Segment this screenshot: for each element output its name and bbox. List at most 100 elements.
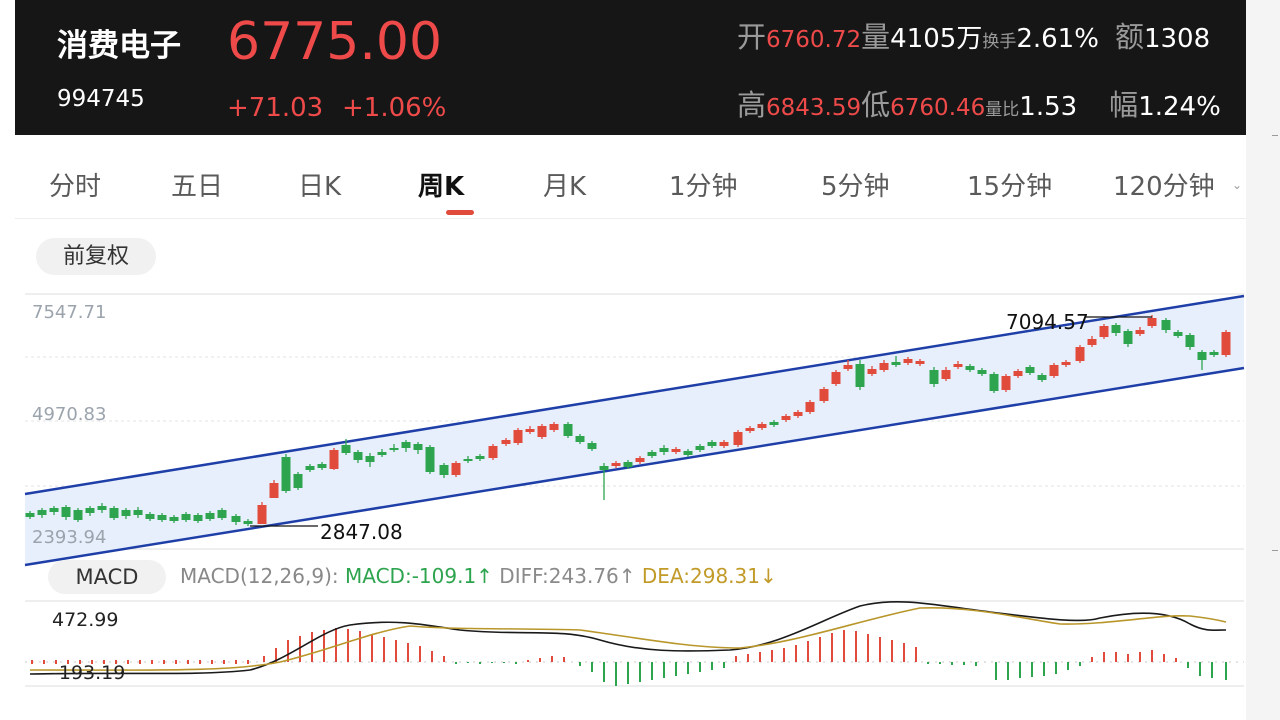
candle-down	[121, 508, 131, 519]
tab-monthly-k[interactable]: 月K	[543, 172, 587, 202]
candle-body	[37, 510, 47, 515]
macd-hist-bar	[831, 633, 833, 662]
macd-hist-bar	[443, 656, 445, 662]
macd-hist-bar	[55, 660, 57, 664]
tab-intraday[interactable]: 分时	[49, 172, 102, 202]
channel-lower-line	[24, 366, 1245, 567]
candle-body	[683, 451, 693, 455]
macd-hist-bar	[1151, 650, 1153, 662]
macd-hist-bar	[127, 660, 129, 664]
candle-down	[1161, 318, 1171, 333]
candle-down	[475, 454, 485, 461]
macd-hist-bar	[995, 662, 997, 680]
candle-down	[169, 515, 179, 523]
candle-down	[61, 505, 71, 520]
right-edge-panel	[1246, 0, 1280, 720]
macd-hist-bar	[151, 660, 153, 664]
candle-body	[389, 448, 399, 450]
candle-body	[757, 424, 767, 428]
candle-body	[903, 359, 913, 363]
macd-hist-bar	[347, 629, 349, 662]
macd-hist-bar	[975, 662, 977, 666]
candle-up	[513, 428, 523, 445]
candle-body	[365, 456, 375, 462]
candle-body	[181, 514, 191, 520]
macd-hist-bar	[1031, 662, 1033, 677]
candle-down	[1173, 330, 1183, 338]
tab-weekly-k[interactable]: 周K	[418, 172, 465, 202]
macd-hist-bar	[783, 648, 785, 662]
candle-body	[587, 443, 597, 449]
candle-down	[243, 519, 253, 526]
candle-down	[365, 453, 375, 467]
candle-body	[563, 424, 573, 436]
tab-120-minute[interactable]: 120分钟	[1113, 172, 1215, 202]
y-label-mid: 4970.83	[32, 404, 107, 425]
macd-hist-bar	[371, 634, 373, 662]
macd-hist-bar	[235, 660, 237, 664]
macd-hist-bar	[527, 660, 529, 662]
turnover-value: 2.61%	[1016, 24, 1099, 54]
macd-hist-bar	[211, 660, 213, 664]
macd-hist-bar	[419, 646, 421, 662]
candle-up	[488, 444, 498, 460]
macd-hist-bar	[699, 662, 701, 672]
candle-down	[1209, 350, 1219, 357]
candle-body	[805, 402, 815, 412]
candle-down	[769, 420, 779, 427]
tab-daily-k[interactable]: 日K	[298, 172, 342, 202]
tab-15-minute[interactable]: 15分钟	[967, 172, 1053, 202]
candle-down	[855, 360, 865, 390]
candle-body	[879, 363, 889, 370]
candle-body	[257, 505, 267, 524]
candle-down	[929, 367, 939, 387]
candle-body	[425, 447, 435, 472]
candle-body	[1147, 318, 1157, 326]
candle-down	[157, 513, 167, 522]
adjust-button[interactable]: 前复权	[36, 238, 156, 275]
trend-channel	[24, 294, 1245, 567]
open-value: 6760.72	[766, 27, 862, 53]
candle-up	[1001, 374, 1011, 392]
macd-hist-bar	[479, 662, 481, 664]
macd-hist-bar	[539, 658, 541, 662]
candle-body	[1013, 371, 1023, 376]
candle-down	[25, 511, 35, 519]
diff-value: DIFF:243.76	[499, 564, 619, 588]
chevron-down-icon[interactable]: ⌄	[1232, 178, 1243, 192]
kline-chart[interactable]	[0, 0, 1246, 720]
candle-body	[671, 449, 681, 452]
macd-hist-bar	[67, 660, 69, 664]
tab-5-minute[interactable]: 5分钟	[821, 172, 890, 202]
candle-body	[413, 444, 423, 450]
macd-hist-bar	[639, 662, 641, 682]
candle-body	[488, 446, 498, 458]
quote-header: 消费电子 994745 6775.00 +71.03 +1.06% 开6760.…	[15, 0, 1246, 135]
candle-down	[317, 462, 327, 470]
high-label: 高	[737, 88, 767, 122]
macd-hist-bar	[1115, 652, 1117, 662]
tab-1-minute[interactable]: 1分钟	[669, 172, 738, 202]
candle-body	[1061, 362, 1071, 365]
y-label-bottom: 2393.94	[32, 527, 107, 548]
candle-down	[281, 454, 291, 493]
candle-body	[707, 442, 717, 446]
tab-five-day[interactable]: 五日	[171, 172, 224, 202]
macd-hist-bar	[91, 660, 93, 664]
macd-hist-bar	[915, 647, 917, 662]
candle-up	[941, 367, 951, 381]
candle-body	[49, 508, 59, 512]
candle-up	[611, 461, 621, 468]
candle-body	[305, 466, 315, 470]
candle-body	[733, 432, 743, 445]
macd-hist-bar	[651, 662, 653, 680]
macd-hist-bar	[163, 660, 165, 664]
candle-body	[635, 458, 645, 462]
candle-body	[501, 440, 511, 444]
candle-body	[329, 450, 339, 469]
macd-button[interactable]: MACD	[48, 560, 166, 594]
vol-ratio-label: 量比	[985, 100, 1020, 120]
macd-hist-bar	[1225, 662, 1227, 680]
amount-label: 额	[1114, 20, 1144, 54]
macd-hist-bar	[491, 662, 493, 663]
